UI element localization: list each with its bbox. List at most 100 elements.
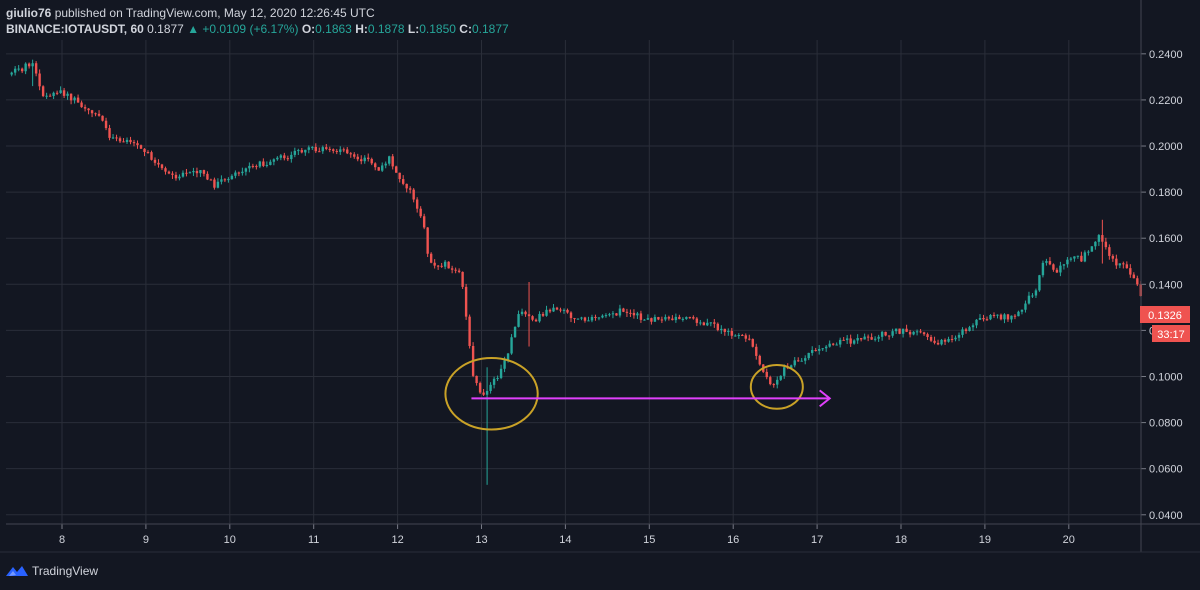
candle-body-74 — [269, 161, 272, 165]
price-axis[interactable]: 0.24000.22000.20000.18000.16000.14000.12… — [1140, 0, 1183, 552]
candle-body-32 — [122, 141, 125, 143]
candle-body-134 — [478, 383, 482, 393]
candle-body-104 — [374, 163, 377, 168]
candle-body-71 — [258, 161, 262, 167]
open-label: O: — [301, 22, 316, 36]
countdown-value: 33:17 — [1157, 329, 1185, 341]
candle-body-131 — [468, 316, 471, 346]
candle-body-54 — [199, 170, 202, 174]
candle-body-112 — [401, 179, 405, 184]
candle-body-11 — [48, 95, 52, 97]
candle-body-308 — [1087, 251, 1090, 253]
candle-body-178 — [632, 312, 636, 316]
candle-body-47 — [174, 174, 178, 179]
author-name[interactable]: giulio76 — [6, 6, 52, 20]
candle-body-148 — [527, 314, 531, 317]
candle-body-130 — [464, 286, 468, 317]
candle-body-255 — [901, 328, 905, 334]
y-tick-label-3: 0.1800 — [1149, 187, 1183, 199]
candle-body-62 — [227, 179, 230, 181]
candle-body-245 — [866, 336, 870, 338]
candle-body-216 — [765, 371, 768, 378]
candle-body-250 — [884, 331, 887, 336]
candle-body-262 — [926, 334, 929, 337]
symbol-label[interactable]: BINANCE:IOTAUSDT, 60 — [6, 22, 144, 36]
tradingview-logo-icon — [6, 566, 28, 576]
high-value: 0.1878 — [367, 22, 405, 36]
candle-body-287 — [1013, 315, 1017, 317]
candle-body-204 — [723, 328, 727, 332]
candle-body-118 — [422, 216, 426, 228]
candle-body-313 — [1104, 241, 1108, 248]
candle-body-253 — [894, 328, 898, 332]
candle-body-232 — [821, 348, 824, 350]
candle-body-133 — [475, 375, 478, 384]
price-tag-value: 0.1326 — [1148, 310, 1182, 322]
candle-body-254 — [898, 328, 901, 334]
x-tick-label-0: 8 — [59, 534, 65, 546]
candle-body-234 — [828, 343, 831, 347]
candle-body-227 — [804, 358, 807, 361]
candle-body-304 — [1073, 256, 1076, 259]
drawing-annotations[interactable] — [444, 357, 832, 431]
candle-body-223 — [790, 365, 793, 369]
candle-body-301 — [1062, 264, 1066, 266]
candle-body-72 — [262, 161, 265, 166]
highlight-circle-1 — [749, 363, 804, 410]
y-tick-label-1: 0.2200 — [1149, 95, 1183, 107]
candle-body-92 — [332, 149, 335, 151]
candle-body-127 — [454, 269, 457, 271]
x-tick-label-9: 17 — [811, 534, 823, 546]
y-tick-label-10: 0.0400 — [1149, 510, 1183, 522]
highlight-circle-0 — [444, 357, 539, 431]
candle-body-177 — [629, 312, 632, 314]
candle-body-136 — [485, 390, 489, 395]
candle-body-214 — [758, 355, 761, 365]
tradingview-brand[interactable]: TradingView — [6, 564, 98, 578]
candle-body-139 — [496, 377, 499, 379]
candle-body-171 — [608, 314, 611, 316]
candle-body-39 — [146, 151, 150, 153]
candle-body-158 — [562, 309, 566, 311]
candle-body-88 — [318, 151, 321, 153]
candle-body-278 — [982, 318, 985, 320]
y-tick-label-9: 0.0600 — [1149, 464, 1183, 476]
candle-body-206 — [730, 330, 734, 336]
candle-body-96 — [346, 149, 349, 154]
candle-body-286 — [1010, 315, 1013, 320]
candle-body-25 — [97, 113, 101, 116]
close-label: C: — [459, 22, 472, 36]
candle-body-95 — [342, 149, 345, 151]
candle-body-109 — [391, 156, 394, 167]
time-axis[interactable]: 8 9 10 11 12 13 14 15 16 17 18 19 20 — [0, 523, 1200, 553]
candle-body-307 — [1083, 252, 1087, 262]
candle-body-7 — [34, 63, 38, 74]
candle-body-317 — [1118, 263, 1122, 266]
candle-body-192 — [681, 318, 685, 320]
candle-body-44 — [164, 168, 167, 172]
candle-body-6 — [31, 63, 34, 67]
candle-body-57 — [209, 179, 213, 181]
candle-body-77 — [279, 155, 283, 158]
candle-body-29 — [111, 137, 115, 139]
candle-body-200 — [709, 322, 713, 324]
candle-body-146 — [520, 311, 524, 315]
candle-body-166 — [590, 316, 594, 321]
candle-body-46 — [171, 173, 174, 175]
candle-body-97 — [349, 153, 352, 155]
candle-body-249 — [880, 331, 884, 337]
candle-body-137 — [489, 384, 492, 391]
candle-body-31 — [118, 138, 122, 142]
x-tick-label-8: 16 — [727, 534, 739, 546]
candle-body-129 — [461, 271, 464, 287]
candle-body-10 — [45, 95, 48, 97]
candle-body-22 — [87, 108, 90, 111]
candle-body-226 — [800, 360, 803, 362]
x-tick-label-5: 13 — [475, 534, 487, 546]
candle-body-79 — [286, 158, 290, 160]
candle-body-45 — [167, 171, 171, 174]
candle-body-188 — [667, 317, 671, 319]
candle-body-209 — [741, 335, 744, 337]
candle-body-264 — [933, 340, 936, 343]
